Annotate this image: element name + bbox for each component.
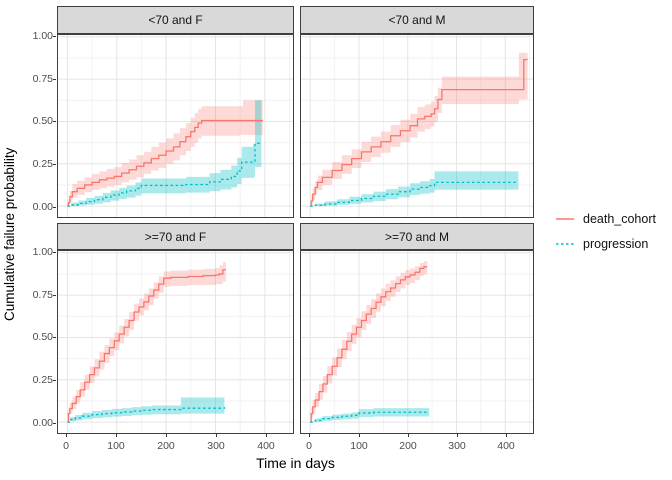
x-tick-label: 300 — [207, 440, 225, 452]
y-tick-label: 0.25 — [32, 158, 53, 170]
x-tick-mark — [166, 434, 167, 437]
legend-label: progression — [583, 236, 649, 251]
facet-panel-ge70-f — [57, 250, 294, 434]
legend-item-death-cohort: death_cohort — [556, 206, 656, 231]
x-tick-mark — [506, 434, 507, 437]
facet-strip-label: <70 and F — [148, 13, 203, 27]
y-tick-mark — [53, 207, 56, 208]
x-tick-label: 100 — [350, 440, 368, 452]
y-tick-mark — [53, 36, 56, 37]
x-tick-mark — [116, 434, 117, 437]
x-tick-mark — [359, 434, 360, 437]
y-tick-mark — [53, 252, 56, 253]
y-tick-mark — [53, 295, 56, 296]
facet-strip-lt70-f: <70 and F — [57, 6, 294, 34]
facet-strip-label: >=70 and M — [384, 229, 450, 244]
x-tick-label: 200 — [157, 440, 175, 452]
y-tick-mark — [53, 423, 56, 424]
facet-strip-label: >=70 and F — [144, 229, 207, 244]
y-tick-label: 0.50 — [32, 331, 53, 343]
facet-panel-lt70-m — [300, 34, 534, 218]
x-tick-label: 0 — [63, 440, 69, 452]
y-tick-label: 0.00 — [32, 201, 53, 213]
x-tick-label: 100 — [107, 440, 125, 452]
x-tick-label: 400 — [497, 440, 515, 452]
x-axis-title: Time in days — [256, 455, 335, 471]
y-tick-mark — [53, 164, 56, 165]
x-tick-mark — [309, 434, 310, 437]
x-tick-label: 0 — [306, 440, 312, 452]
y-tick-mark — [53, 337, 56, 338]
facet-panel-ge70-m — [300, 250, 534, 434]
facet-strip-label: <70 and M — [388, 13, 446, 27]
y-tick-mark — [53, 121, 56, 122]
y-tick-label: 0.25 — [32, 374, 53, 386]
y-tick-label: 1.00 — [32, 30, 53, 42]
legend-key-solid-line-icon — [556, 217, 574, 220]
y-tick-label: 0.75 — [32, 73, 53, 85]
x-tick-mark — [266, 434, 267, 437]
x-tick-mark — [66, 434, 67, 437]
legend-key-dotted-line-icon — [556, 242, 574, 245]
y-tick-label: 1.00 — [32, 246, 53, 258]
legend: death_cohort progression — [556, 206, 656, 256]
y-tick-label: 0.50 — [32, 115, 53, 127]
facet-strip-lt70-m: <70 and M — [300, 6, 534, 34]
facet-strip-ge70-f: >=70 and F — [57, 223, 294, 250]
x-tick-mark — [457, 434, 458, 437]
x-tick-mark — [216, 434, 217, 437]
x-tick-label: 200 — [399, 440, 417, 452]
y-tick-label: 0.00 — [32, 417, 53, 429]
x-tick-mark — [408, 434, 409, 437]
y-tick-label: 0.75 — [32, 289, 53, 301]
legend-label: death_cohort — [583, 211, 656, 226]
legend-item-progression: progression — [556, 231, 656, 256]
y-tick-mark — [53, 79, 56, 80]
x-tick-label: 300 — [448, 440, 466, 452]
facet-strip-ge70-m: >=70 and M — [300, 223, 534, 250]
facet-panel-lt70-f — [57, 34, 294, 218]
y-tick-mark — [53, 380, 56, 381]
x-tick-label: 400 — [257, 440, 275, 452]
